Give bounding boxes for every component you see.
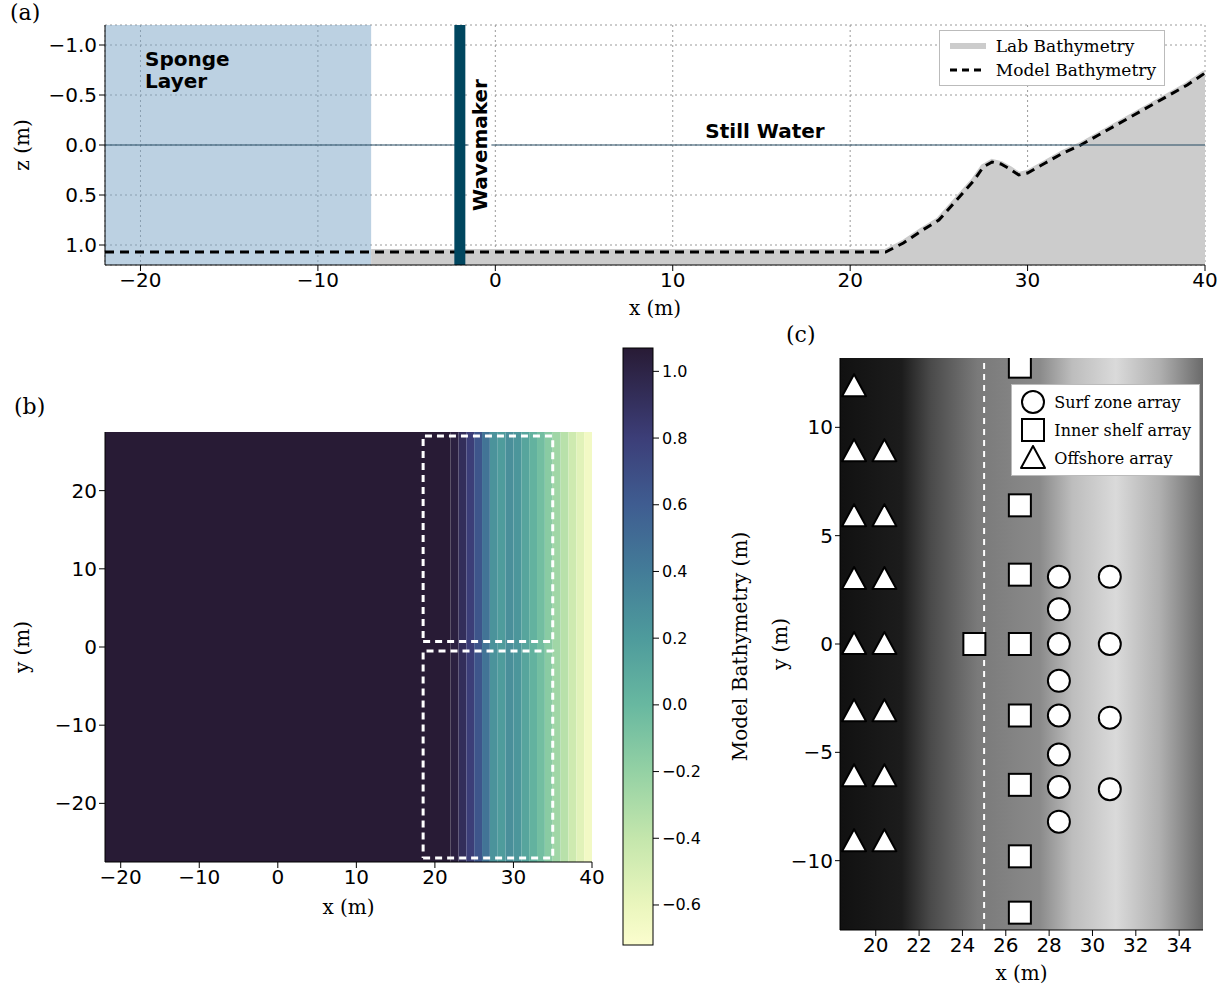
html-text:y (m): y (m) [767,617,792,671]
svg-text:26: 26 [993,933,1018,957]
html-text:Inner shelf array: Inner shelf array [1054,420,1191,440]
html-text:Offshore array: Offshore array [1054,448,1173,468]
svg-text:32: 32 [1123,933,1148,957]
svg-text:20: 20 [72,479,97,503]
html-text:x (m): x (m) [322,894,375,919]
svg-text:30: 30 [1080,933,1105,957]
svg-text:28: 28 [1036,933,1061,957]
svg-text:10: 10 [808,415,833,439]
html-text:x (m): x (m) [628,295,682,320]
html-text:Still Water: Still Water [705,118,825,143]
svg-text:24: 24 [950,933,975,957]
svg-text:1.0: 1.0 [65,233,97,257]
svg-text:40: 40 [1192,268,1217,292]
svg-text:0.5: 0.5 [65,183,97,207]
svg-text:0.0: 0.0 [65,133,97,157]
html-text:(b): (b) [14,394,46,419]
svg-text:30: 30 [1015,268,1040,292]
svg-text:−20: −20 [119,268,161,292]
svg-text:−1.0: −1.0 [48,33,97,57]
svg-text:−0.5: −0.5 [48,83,97,107]
html-text:Surf zone array: Surf zone array [1054,392,1181,412]
html-text:y (m): y (m) [9,620,34,674]
html-text:Lab Bathymetry: Lab Bathymetry [995,36,1135,56]
svg-text:−10: −10 [297,268,339,292]
svg-text:−0.2: −0.2 [662,762,701,781]
svg-text:20: 20 [837,268,862,292]
html-text:z (m): z (m) [9,119,34,171]
html-text:Wavemaker: Wavemaker [467,79,492,211]
svg-text:−10: −10 [55,713,97,737]
svg-text:10: 10 [72,557,97,581]
svg-text:0.8: 0.8 [662,429,687,448]
svg-text:−5: −5 [804,740,833,764]
svg-text:−20: −20 [100,865,142,889]
svg-text:0: 0 [489,268,502,292]
svg-text:0: 0 [84,635,97,659]
html-text:(a): (a) [10,0,41,25]
html-text:(c): (c) [786,322,816,347]
svg-text:10: 10 [344,865,369,889]
svg-text:40: 40 [579,865,604,889]
svg-text:0.0: 0.0 [662,695,687,714]
svg-text:22: 22 [906,933,931,957]
html-text:Model Bathymetry: Model Bathymetry [995,60,1156,80]
svg-text:5: 5 [820,524,833,548]
svg-text:0: 0 [271,865,284,889]
svg-text:0.2: 0.2 [662,629,687,648]
svg-text:34: 34 [1166,933,1191,957]
svg-text:0.6: 0.6 [662,495,687,514]
html-text:x (m): x (m) [995,960,1048,985]
svg-text:0.4: 0.4 [662,562,687,581]
svg-text:−10: −10 [178,865,220,889]
svg-text:Model Bathymetry (m): Model Bathymetry (m) [728,532,752,761]
svg-text:30: 30 [501,865,526,889]
svg-text:1.0: 1.0 [662,362,687,381]
svg-text:−10: −10 [791,849,833,873]
svg-text:−0.4: −0.4 [662,829,701,848]
svg-text:20: 20 [422,865,447,889]
svg-text:20: 20 [863,933,888,957]
html-text:Layer: Layer [145,69,208,93]
svg-text:−0.6: −0.6 [662,895,701,914]
svg-text:10: 10 [660,268,685,292]
svg-text:0: 0 [820,632,833,656]
html-text:Sponge: Sponge [145,47,230,71]
svg-text:−20: −20 [55,791,97,815]
